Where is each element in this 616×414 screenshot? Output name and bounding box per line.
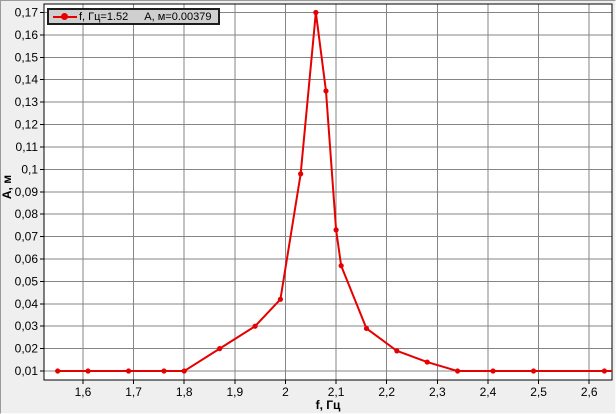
series-line-marker-icon [53, 12, 77, 21]
x-tick-label: 2,1 [328, 385, 345, 399]
data-point-marker [323, 88, 329, 94]
data-point-marker [601, 368, 608, 374]
y-tick-label: 0,11 [16, 140, 39, 154]
y-tick-label: 0,14 [15, 73, 39, 87]
data-point-marker [161, 368, 167, 374]
data-point-marker [338, 263, 344, 269]
x-tick-label: 1,9 [227, 385, 244, 399]
data-point-marker [298, 171, 304, 177]
data-point-marker [181, 368, 187, 374]
data-point-marker [85, 368, 91, 374]
x-tick-label: 2,6 [581, 385, 598, 399]
y-tick-label: 0,12 [15, 118, 39, 132]
x-tick-label: 2,2 [378, 385, 395, 399]
legend-frequency-value: f, Гц=1.52 [79, 10, 129, 23]
x-axis-title: f, Гц [315, 398, 341, 412]
y-tick-label: 0,01 [15, 364, 39, 378]
y-tick-label: 0,06 [15, 252, 39, 266]
y-tick-label: 0,09 [15, 185, 39, 199]
x-tick-label: 2 [282, 385, 289, 399]
y-tick-label: 0,02 [15, 342, 39, 356]
data-point-marker [217, 346, 223, 352]
y-tick-label: 0,1 [21, 162, 38, 176]
y-tick-label: 0,17 [15, 6, 39, 20]
data-point-marker [490, 368, 496, 374]
y-tick-label: 0,07 [15, 230, 39, 244]
data-point-marker [125, 368, 132, 374]
legend: f, Гц=1.52 А, м=0.00379 [47, 8, 221, 25]
y-tick-label: 0,15 [15, 50, 39, 64]
data-point-marker [424, 359, 430, 365]
y-axis-title: А, м [0, 174, 14, 200]
data-point-marker [55, 368, 61, 374]
data-point-marker [277, 296, 284, 302]
x-tick-label: 1,8 [176, 385, 193, 399]
x-tick-label: 1,6 [75, 385, 92, 399]
data-point-marker [333, 227, 339, 233]
y-tick-label: 0,13 [15, 95, 39, 109]
x-tick-label: 2,5 [530, 385, 547, 399]
data-point-marker [363, 325, 370, 332]
y-tick-label: 0,16 [15, 28, 39, 42]
series-dot-swatch [61, 12, 68, 20]
data-point-marker [530, 368, 537, 374]
data-point-marker [454, 368, 461, 374]
data-point-marker [313, 9, 319, 16]
data-point-marker [394, 348, 400, 354]
x-tick-label: 2,4 [480, 385, 497, 399]
data-point-marker [252, 323, 258, 329]
y-tick-label: 0,03 [15, 319, 39, 333]
y-tick-label: 0,08 [15, 207, 39, 221]
y-tick-label: 0,05 [15, 274, 39, 288]
y-tick-label: 0,04 [15, 297, 39, 311]
legend-amplitude-value: А, м=0.00379 [144, 10, 212, 23]
x-tick-label: 1,7 [125, 385, 142, 399]
x-tick-label: 2,3 [429, 385, 446, 399]
